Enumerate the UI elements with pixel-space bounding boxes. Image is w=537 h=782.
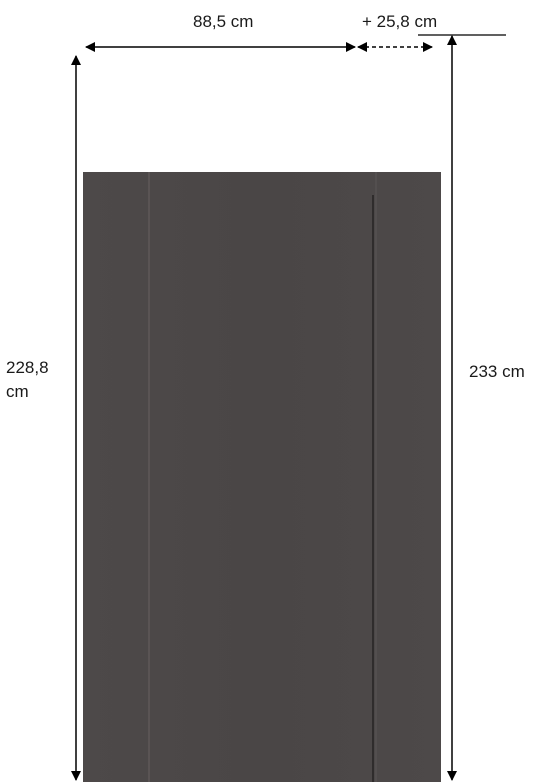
door-panel-body bbox=[83, 172, 441, 782]
width-label: 88,5 cm bbox=[193, 12, 254, 31]
extension-label: + 25,8 cm bbox=[362, 12, 438, 31]
left-height-label: 228,8 cm bbox=[6, 358, 49, 401]
right-height-label: 233 cm bbox=[469, 362, 525, 381]
door-panel bbox=[83, 172, 441, 782]
